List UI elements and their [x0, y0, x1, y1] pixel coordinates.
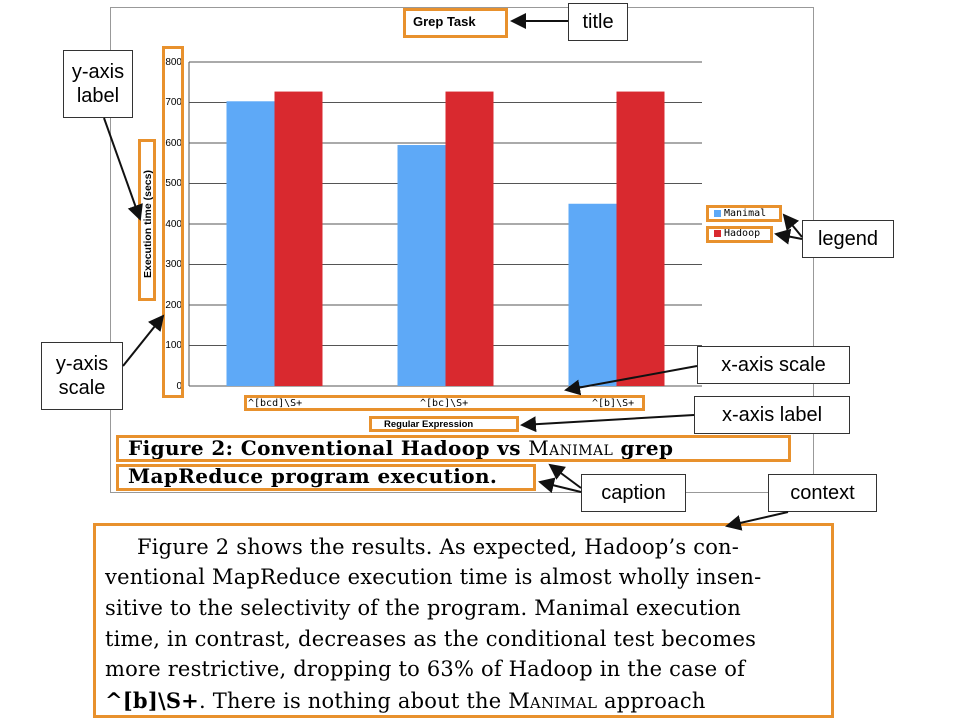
- callout-x-axis-label: x-axis label: [694, 396, 850, 434]
- context-line-6: ^[b]\S+. There is nothing about the Mani…: [105, 688, 706, 713]
- x-axis-scale-highlight-box: [244, 395, 645, 411]
- x-tick-label-3: ^[b]\S+: [592, 398, 635, 409]
- legend-swatch-hadoop: [714, 230, 721, 237]
- caption-highlight-box-2: [116, 464, 536, 491]
- legend-swatch-manimal: [714, 210, 721, 217]
- x-tick-label-2: ^[bc]\S+: [420, 398, 469, 409]
- caption-line-1-b: grep: [613, 436, 674, 460]
- y-axis-label-highlight-box: [138, 139, 156, 301]
- y-tick-0: 0: [176, 381, 182, 392]
- x-axis-label: Regular Expression: [384, 419, 474, 430]
- context-line-6-smallcaps: Manimal: [508, 689, 598, 713]
- title-highlight-box: [403, 8, 508, 38]
- caption-line-1-smallcaps: Manimal: [528, 436, 614, 460]
- legend-label-manimal: Manimal: [724, 208, 767, 219]
- legend-label-hadoop: Hadoop: [724, 228, 761, 239]
- context-line-1: Figure 2 shows the results. As expected,…: [137, 535, 740, 559]
- y-tick-100: 100: [165, 340, 182, 351]
- callout-legend: legend: [802, 220, 894, 258]
- context-line-6-regex: ^[b]\S+: [105, 688, 199, 713]
- callout-context: context: [768, 474, 877, 512]
- callout-x-axis-scale: x-axis scale: [697, 346, 850, 384]
- bar-manimal-1: [226, 101, 275, 386]
- x-tick-label-1: ^[bcd]\S+: [248, 398, 303, 409]
- context-line-3-text: sitive to the selectivity of the program…: [105, 596, 742, 620]
- y-tick-400: 400: [165, 219, 182, 230]
- context-line-2: ventional MapReduce execution time is al…: [105, 565, 762, 589]
- callout-y-axis-label: y-axis label: [63, 50, 133, 118]
- y-tick-700: 700: [165, 97, 182, 108]
- context-line-4: time, in contrast, decreases as the cond…: [105, 627, 757, 651]
- caption-line-2: MapReduce program execution.: [128, 464, 498, 488]
- y-tick-200: 200: [165, 300, 182, 311]
- y-tick-500: 500: [165, 178, 182, 189]
- y-tick-300: 300: [165, 259, 182, 270]
- bar-hadoop-2: [445, 91, 494, 386]
- context-line-6-c: approach: [597, 689, 706, 713]
- legend-highlight-box-manimal: [706, 205, 782, 222]
- context-line-5: more restrictive, dropping to 63% of Had…: [105, 657, 746, 681]
- callout-caption: caption: [581, 474, 686, 512]
- legend-highlight-box-hadoop: [706, 226, 773, 243]
- context-line-6-b: . There is nothing about the: [198, 689, 509, 713]
- legend-item-hadoop: Hadoop: [714, 228, 760, 239]
- bar-manimal-3: [568, 203, 617, 386]
- legend-item-manimal: Manimal: [714, 208, 766, 219]
- callout-y-axis-scale: y-axis scale: [41, 342, 123, 410]
- x-axis-label-highlight-box: [369, 416, 519, 432]
- bar-hadoop-1: [274, 91, 323, 386]
- y-tick-800: 800: [165, 57, 182, 68]
- caption-line-1-a: Figure 2: Conventional Hadoop vs: [128, 436, 529, 460]
- caption-line-1: Figure 2: Conventional Hadoop vs Manimal…: [128, 436, 673, 460]
- bar-hadoop-3: [616, 91, 665, 386]
- y-tick-600: 600: [165, 138, 182, 149]
- y-axis-scale-highlight-box: [162, 46, 184, 398]
- context-box: [93, 523, 834, 718]
- context-line-3: sitive to the selectivity of the program…: [105, 596, 741, 620]
- caption-highlight-box-1: [116, 435, 791, 462]
- callout-title: title: [568, 3, 628, 41]
- bar-manimal-2: [397, 145, 446, 386]
- chart-title: Grep Task: [413, 14, 476, 29]
